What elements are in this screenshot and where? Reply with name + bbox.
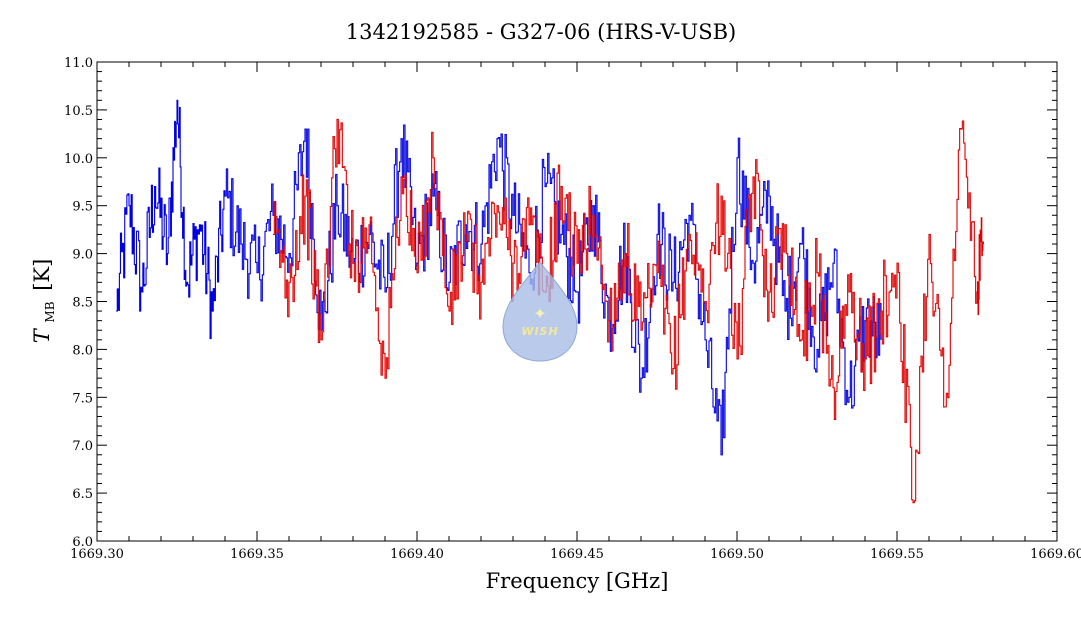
y-tick-label: 9.5 — [72, 200, 93, 215]
y-tick-label: 7.0 — [72, 439, 93, 454]
y-tick-label: 10.0 — [64, 152, 93, 167]
x-tick-label: 1669.35 — [230, 547, 284, 562]
y-tick-label: 9.0 — [72, 248, 93, 263]
y-tick-label: 11.0 — [64, 56, 93, 71]
plot-frame — [96, 61, 1058, 542]
x-tick-label: 1669.50 — [710, 547, 764, 562]
x-tick-label: 1669.60 — [1030, 547, 1081, 562]
y-tick-label: 7.5 — [72, 391, 93, 406]
wish-logo-star-icon: ✦ — [533, 304, 546, 323]
series-layer — [116, 99, 984, 504]
chart-title: 1342192585 - G327-06 (HRS-V-USB) — [346, 20, 737, 44]
y-tick-label: 6.5 — [72, 487, 93, 502]
spectrum-series-2 — [273, 118, 984, 504]
y-tick-label: 6.0 — [72, 535, 93, 550]
x-tick-label: 1669.45 — [550, 547, 604, 562]
x-axis-title: Frequency [GHz] — [486, 569, 669, 593]
x-axis: 1669.30 1669.35 1669.40 1669.45 1669.50 1669.… — [70, 62, 1081, 562]
y-tick-label: 10.5 — [64, 104, 93, 119]
y-axis-title-unit: [K] — [30, 259, 54, 291]
y-tick-label: 8.5 — [72, 296, 93, 311]
y-axis-title-subscript: MB — [43, 301, 57, 322]
x-tick-label: 1669.40 — [390, 547, 444, 562]
x-tick-label: 1669.30 — [70, 547, 124, 562]
wish-logo-text: WISH — [521, 325, 558, 338]
wish-logo: ✦ WISH — [502, 261, 578, 362]
y-axis-title-symbol: T — [30, 327, 54, 343]
y-axis: 6.0 6.5 7.0 7.5 8.0 8.5 9.0 9.5 10.0 10.5 11.0 — [64, 56, 1057, 550]
y-axis-title: T MB [K] — [30, 259, 59, 344]
spectrum-series-1 — [116, 99, 882, 456]
x-tick-label: 1669.55 — [870, 547, 924, 562]
y-tick-label: 8.0 — [72, 343, 93, 358]
wish-logo-drop-shape — [502, 261, 578, 362]
